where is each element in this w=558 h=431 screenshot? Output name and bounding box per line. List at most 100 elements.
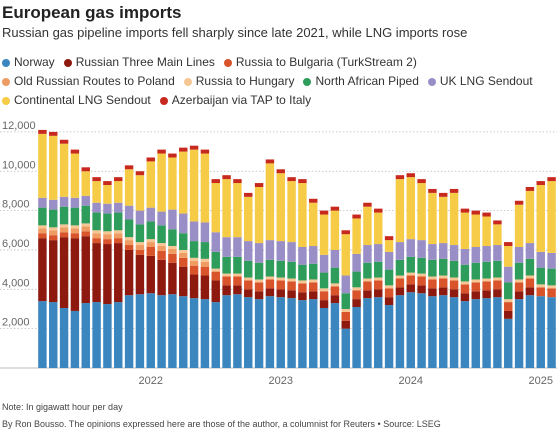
bar-segment	[352, 218, 361, 254]
bar-segment	[449, 192, 459, 246]
bar-segment	[49, 131, 58, 136]
bar-segment	[146, 157, 155, 162]
bar-segment	[374, 212, 383, 245]
bar-segment	[406, 177, 415, 240]
legend-swatch	[2, 58, 10, 67]
bar-segment	[363, 278, 372, 282]
bar-segment	[504, 302, 513, 311]
legend-swatch	[303, 77, 312, 86]
bar-segment	[298, 247, 307, 265]
bar-segment	[493, 277, 502, 281]
bar-segment	[514, 282, 524, 292]
legend-label: Old Russian Routes to Poland	[14, 74, 175, 88]
bar-segment	[439, 243, 448, 259]
bar-segment	[189, 149, 199, 222]
bar-segment	[449, 280, 459, 290]
bar-segment	[493, 260, 502, 278]
bar-segment	[135, 210, 145, 225]
bar-segment	[211, 280, 220, 303]
bar-segment	[59, 224, 69, 228]
legend-item: Norway	[2, 53, 55, 72]
bar-segment	[471, 247, 480, 263]
bar-segment	[536, 287, 545, 297]
bar-segment	[265, 296, 275, 368]
bar-segment	[417, 257, 426, 274]
x-tick-label: 2024	[399, 375, 423, 387]
bar-segment	[157, 153, 166, 212]
bar-segment	[406, 173, 415, 178]
bar-segment	[114, 181, 123, 203]
bar-segment	[59, 143, 69, 197]
legend-swatch	[223, 58, 232, 67]
bar-segment	[233, 179, 242, 184]
chart: 2,000 4,000 6,000 8,000 10,000 12,000 2022 2023…	[0, 120, 557, 387]
bar-segment	[547, 252, 556, 269]
bar-segment	[298, 280, 307, 284]
bar-segment	[135, 242, 145, 246]
bar-segment	[536, 181, 545, 186]
bar-segment	[439, 278, 448, 288]
bar-segment	[254, 282, 264, 292]
legend-item: Russia to Hungary	[183, 72, 294, 91]
bar-segment	[233, 276, 242, 286]
bar-segment	[471, 299, 480, 368]
bar-segment	[103, 213, 112, 232]
bar-segment	[482, 298, 491, 368]
bar-segment	[189, 241, 199, 258]
bar-segment	[124, 240, 134, 246]
bar-segment	[49, 227, 58, 231]
bar-segment	[536, 296, 545, 368]
bar-segment	[276, 297, 285, 368]
bar-segment	[287, 181, 296, 243]
bar-segment	[276, 169, 285, 174]
bar-segment	[81, 195, 90, 206]
bar-segment	[384, 236, 394, 241]
bar-segment	[92, 243, 101, 303]
bar-segment	[514, 262, 524, 280]
bar-segment	[276, 173, 285, 242]
bar-segment	[124, 295, 134, 368]
bar-segment	[157, 149, 166, 154]
bar-segment	[135, 175, 145, 211]
bar-segment	[49, 235, 58, 241]
bar-segment	[525, 275, 535, 279]
bar-segment	[428, 288, 437, 297]
bar-segment	[374, 244, 383, 262]
bar-segment	[114, 233, 123, 239]
bar-segment	[179, 266, 188, 297]
bar-segment	[298, 179, 307, 184]
bar-segment	[124, 245, 134, 250]
bar-segment	[460, 264, 470, 282]
bar-segment	[287, 242, 296, 262]
bar-segment	[482, 246, 491, 262]
bar-segment	[363, 298, 372, 368]
bar-segment	[124, 249, 134, 296]
bar-segment	[363, 206, 372, 246]
bar-segment	[168, 248, 177, 254]
bar-segment	[287, 261, 296, 279]
bar-segment	[81, 231, 90, 237]
bar-segment	[504, 318, 513, 368]
bar-segment	[265, 240, 275, 260]
bar-segment	[168, 209, 177, 230]
bar-segment	[439, 275, 448, 279]
bar-segment	[439, 295, 448, 368]
bar-segment	[460, 212, 470, 249]
bar-segment	[222, 285, 231, 296]
bar-segment	[460, 208, 470, 213]
bar-segment	[482, 216, 491, 247]
bar-segment	[233, 273, 242, 277]
bar-segment	[233, 285, 242, 295]
legend-item: Azerbaijan via TAP to Italy	[159, 91, 311, 110]
bar-segment	[124, 219, 134, 238]
bar-segment	[38, 225, 47, 229]
bar-segment	[211, 183, 220, 233]
bar-segment	[384, 297, 394, 306]
bar-segment	[341, 308, 350, 312]
bar-segment	[179, 249, 188, 253]
bar-segment	[330, 283, 340, 287]
bar-segment	[81, 226, 90, 232]
bar-segment	[265, 159, 275, 164]
bar-segment	[103, 239, 112, 245]
bar-segment	[374, 280, 383, 290]
